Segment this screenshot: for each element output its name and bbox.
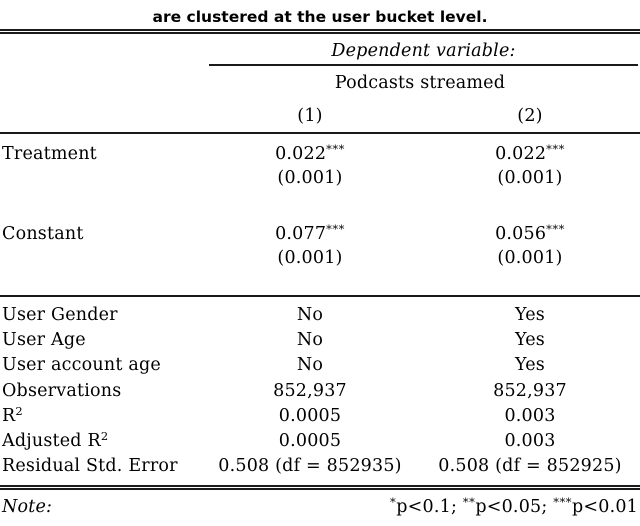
std-error-value: (0.001) — [497, 248, 563, 268]
top-double-rule — [0, 29, 640, 34]
summary-row-user-age: User Age No Yes — [0, 327, 640, 352]
summary-value: Yes — [515, 329, 545, 350]
dependent-variable-label: Dependent variable: — [209, 41, 638, 66]
std-error-row-constant: (0.001) (0.001) — [0, 246, 640, 270]
table-caption: are clustered at the user bucket level. — [152, 7, 488, 26]
summary-value: 0.0005 — [278, 405, 342, 426]
summary-value: 852,937 — [273, 380, 347, 401]
summary-row-user-gender: User Gender No Yes — [0, 302, 640, 327]
dependent-variable-name: Podcasts streamed — [334, 73, 506, 93]
note-part-1: p<0.1; — [396, 497, 463, 518]
summary-value: No — [296, 329, 324, 350]
summary-label: Adjusted R2 — [0, 429, 200, 452]
summary-value: 0.003 — [504, 405, 556, 426]
std-error-value: (0.001) — [277, 248, 343, 268]
star-2: ** — [462, 495, 476, 510]
summary-label: R2 — [0, 403, 200, 426]
summary-row-r-squared: R2 0.0005 0.003 — [0, 403, 640, 428]
column-header-row: (1) (2) — [0, 100, 640, 132]
std-error-value: (0.001) — [277, 168, 343, 188]
estimate-value: 0.022 — [495, 144, 547, 164]
significance-stars: *** — [546, 222, 565, 236]
significance-stars: *** — [326, 142, 345, 156]
coefficient-row-treatment: Treatment 0.022*** 0.022*** — [0, 142, 640, 166]
summary-separator-rule — [0, 295, 640, 297]
coefficient-row-constant: Constant 0.077*** 0.056*** — [0, 222, 640, 246]
note-label: Note: — [2, 497, 53, 518]
significance-stars: *** — [546, 142, 565, 156]
star-1: * — [390, 495, 397, 510]
std-error-value: (0.001) — [497, 168, 563, 188]
summary-row-observations: Observations 852,937 852,937 — [0, 378, 640, 403]
summary-value: Yes — [515, 304, 545, 325]
coefficient-estimate: 0.022*** — [420, 142, 640, 164]
dependent-variable-row: Dependent variable: — [0, 34, 640, 66]
label-text: Adjusted R — [2, 431, 101, 452]
summary-value: 0.003 — [504, 431, 556, 452]
summary-value: 0.0005 — [278, 431, 342, 452]
summary-value: No — [296, 355, 324, 376]
note-row: Note: *p<0.1; **p<0.05; ***p<0.01 — [0, 495, 640, 518]
summary-label: User Gender — [2, 304, 118, 325]
column-header-1: (1) — [297, 106, 323, 126]
column-header-2: (2) — [517, 106, 543, 126]
header-separator-rule — [0, 132, 640, 134]
summary-value: No — [296, 304, 324, 325]
summary-row-adjusted-r-squared: Adjusted R2 0.0005 0.003 — [0, 428, 640, 453]
coefficient-estimate: 0.056*** — [420, 222, 640, 244]
summary-label: User account age — [2, 355, 161, 376]
note-part-3: p<0.01 — [571, 497, 638, 518]
coefficient-label: Treatment — [2, 144, 97, 164]
summary-value: Yes — [515, 355, 545, 376]
note-part-2: p<0.05; — [475, 497, 554, 518]
coefficient-estimate: 0.077*** — [200, 222, 420, 244]
summary-row-user-account-age: User account age No Yes — [0, 353, 640, 378]
coefficient-label: Constant — [2, 224, 84, 244]
summary-row-residual-std-error: Residual Std. Error 0.508 (df = 852935) … — [0, 454, 640, 479]
label-superscript: 2 — [15, 403, 24, 418]
summary-label: User Age — [2, 329, 86, 350]
estimate-value: 0.077 — [275, 224, 327, 244]
dependent-variable-name-row: Podcasts streamed — [0, 66, 640, 100]
std-error-row-treatment: (0.001) (0.001) — [0, 166, 640, 190]
summary-value: 0.508 (df = 852925) — [438, 456, 622, 477]
coefficient-estimate: 0.022*** — [200, 142, 420, 164]
label-superscript: 2 — [100, 429, 109, 444]
estimate-value: 0.022 — [275, 144, 327, 164]
summary-label: Observations — [2, 380, 122, 401]
significance-stars: *** — [326, 222, 345, 236]
star-3: *** — [553, 495, 572, 510]
bottom-double-rule — [0, 485, 640, 491]
significance-legend: *p<0.1; **p<0.05; ***p<0.01 — [200, 495, 640, 518]
label-text: R — [2, 405, 16, 426]
summary-value: 0.508 (df = 852935) — [218, 456, 402, 477]
estimate-value: 0.056 — [495, 224, 547, 244]
summary-value: 852,937 — [493, 380, 567, 401]
summary-label: Residual Std. Error — [2, 456, 178, 477]
